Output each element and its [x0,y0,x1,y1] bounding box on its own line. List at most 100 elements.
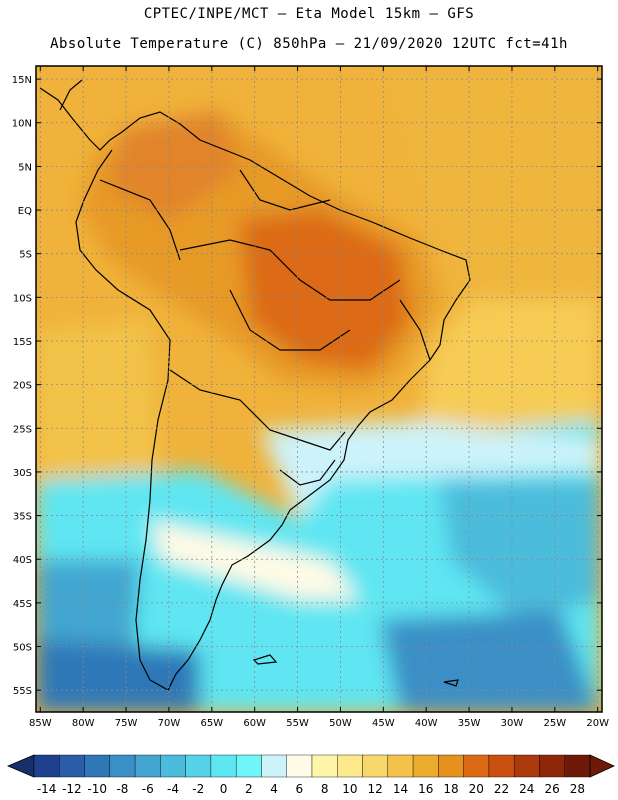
lat-label: 35S [13,512,32,523]
lat-label: 25S [13,424,32,435]
colorbar-label: 12 [368,782,383,796]
lon-label: 55W [286,718,309,729]
colorbar-label: -14 [37,782,57,796]
colorbar-swatch [311,754,338,778]
lon-label: 65W [200,718,223,729]
colorbar-swatch [286,754,313,778]
coastline [39,79,471,691]
border-bolivia [229,289,351,351]
lon-label: 50W [329,718,352,729]
colorbar-label: -10 [87,782,107,796]
lat-label: 55S [13,686,32,697]
lat-label: 40S [13,555,32,566]
lon-label: 20W [586,718,609,729]
lon-label: 30W [501,718,524,729]
latitude-labels: 15N 10N 5N EQ 5S 10S 15S 20S 25S 30S 35S 40S 45S 50S 5… [12,75,32,697]
colorbar-label: 8 [321,782,329,796]
map-subtitle: Absolute Temperature (C) 850hPa – 21/09/… [50,36,568,52]
falklands [252,654,278,665]
map-title: CPTEC/INPE/MCT – Eta Model 15km – GFS [143,6,475,22]
lon-label: 85W [29,718,52,729]
colorbar-swatch [261,754,287,778]
colorbar-label: 22 [494,782,509,796]
colorbar-swatch [210,754,237,778]
colorbar-under-arrow [6,754,35,778]
colorbar-label: -6 [142,782,154,796]
lon-label: 35W [458,718,481,729]
colorbar-label: -8 [116,782,128,796]
field-pacific-mid [36,320,160,480]
colorbar-swatch [362,754,389,778]
colorbar-label: 24 [519,782,534,796]
colorbar-label: 6 [296,782,304,796]
field-front [260,420,600,520]
colorbar-swatch [235,754,262,778]
colorbar-label: 16 [418,782,433,796]
border-uruguay [279,459,336,486]
colorbar-label: 20 [469,782,484,796]
colorbar-swatch [513,754,540,778]
colorbar-swatch [387,754,414,778]
lat-label: 15S [13,337,32,348]
colorbar-swatch [337,754,363,778]
colorbar-label: 14 [393,782,408,796]
border-south [169,369,346,451]
lat-label: 30S [13,468,32,479]
temperature-field [36,66,602,712]
colorbar-label: -12 [62,782,82,796]
south-georgia [443,679,459,687]
lat-label: 10S [13,293,32,304]
lon-label: 75W [115,718,138,729]
colorbar-swatch [33,754,60,778]
longitude-labels: 85W 80W 75W 70W 65W 60W 55W 50W 45W 40W 35W 30W 25W 2… [29,718,609,729]
lon-label: 45W [372,718,395,729]
lat-label: 10N [12,119,32,130]
field-north-atlantic [380,70,600,300]
lat-label: EQ [18,206,32,217]
colorbar-swatch [463,754,490,778]
colorbar: -14 -12 -10 -8 -6 -4 -2 0 2 4 6 8 10 12 14 16 18 20 22 24 26… [6,754,615,796]
lon-label: 60W [243,718,266,729]
colorbar-swatch [488,754,515,778]
colorbar-swatch [84,754,111,778]
lat-label: 5N [18,162,32,173]
lat-label: 5S [19,250,32,261]
field-southern-cold [36,640,200,712]
field-south-atlantic-cold [380,610,600,712]
colorbar-swatch [109,754,136,778]
colorbar-label: 18 [443,782,458,796]
colorbar-label: 2 [245,782,253,796]
lat-label: 45S [13,599,32,610]
lat-label: 50S [13,643,32,654]
colorbar-swatch [412,754,439,778]
colorbar-swatch [539,754,565,778]
lat-label: 15N [12,75,32,86]
lon-label: 80W [72,718,95,729]
graticule [36,66,602,712]
field-atlantic-cold [440,480,600,620]
colorbar-label: -4 [167,782,179,796]
lon-label: 70W [158,718,181,729]
continent-outline [39,87,471,691]
lon-label: 40W [415,718,438,729]
border-bahia [399,299,431,361]
colorbar-swatch [160,754,186,778]
colorbar-label: -2 [192,782,204,796]
field-warm-tongue [150,520,360,600]
colorbar-swatch [59,754,85,778]
colorbar-label: 28 [570,782,585,796]
field-core-hot [240,210,410,370]
colorbar-label: 4 [270,782,278,796]
colorbar-label: 0 [220,782,228,796]
field-north-hot [110,110,240,220]
colorbar-swatch [134,754,161,778]
colorbar-swatch [185,754,212,778]
colorbar-swatch [564,754,591,778]
border-amazon [179,239,401,301]
lat-label: 20S [13,381,32,392]
border-colombia [99,179,181,261]
colorbar-swatch [438,754,464,778]
border-guianas [239,169,331,211]
central-america [59,79,83,111]
